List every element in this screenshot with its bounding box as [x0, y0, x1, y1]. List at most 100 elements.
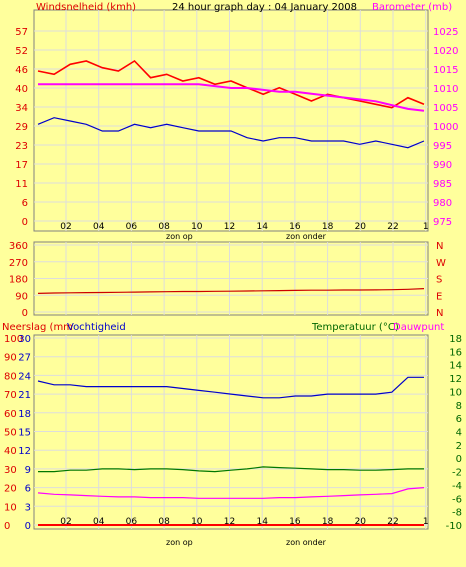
- direction-ytick: 180: [9, 275, 28, 286]
- wind-ytick: 57: [15, 27, 28, 38]
- humidity-xtick: 22: [387, 517, 398, 527]
- temperature-ytick: 4: [456, 428, 462, 439]
- direction-ytick: 270: [9, 258, 28, 269]
- humidity-ytick: 9: [25, 465, 31, 476]
- wind-direction-line: [37, 288, 425, 294]
- temperature-ytick: -10: [446, 521, 462, 532]
- barometer-ytick: 1020: [433, 46, 458, 57]
- wind-axis-title: Windsnelheid (kmh): [36, 2, 136, 13]
- wind-xtick: 10: [191, 222, 203, 232]
- wind-xtick: 14: [256, 222, 268, 232]
- direction-ytick: 0: [22, 308, 28, 319]
- wind-xtick: 16: [289, 222, 301, 232]
- humidity-ytick: 6: [25, 484, 31, 495]
- rain-ytick: 100: [4, 334, 23, 345]
- rain-ytick: 40: [4, 446, 17, 457]
- sunrise-label-1: zon op: [166, 232, 193, 241]
- barometer-ytick: 990: [433, 160, 452, 171]
- wind-average-line: [37, 117, 425, 149]
- rain-ytick: 20: [4, 484, 17, 495]
- wind-ytick: 52: [15, 46, 28, 57]
- wind-ytick: 11: [15, 179, 28, 190]
- barometer-ytick: 1025: [433, 27, 458, 38]
- humidity-xtick: 14: [256, 517, 268, 527]
- temperature-ytick: 18: [449, 334, 462, 345]
- compass-letter: N: [436, 241, 443, 252]
- temperature-ytick: 14: [449, 361, 462, 372]
- humidity-axis-title: Vochtigheid: [67, 322, 126, 333]
- humidity-ytick: 27: [18, 353, 31, 364]
- barometer-ytick: 980: [433, 198, 452, 209]
- wind-xtick: 04: [93, 222, 105, 232]
- barometer-ytick: 1010: [433, 84, 458, 95]
- humidity-xtick: 20: [355, 517, 367, 527]
- humidity-ytick: 18: [18, 409, 31, 420]
- direction-ytick: 360: [9, 241, 28, 252]
- wind-ytick: 40: [15, 84, 28, 95]
- temperature-line: [38, 466, 424, 473]
- humidity-xtick: 10: [191, 517, 203, 527]
- humidity-ytick: 0: [25, 521, 31, 532]
- rain-ytick: 30: [4, 465, 17, 476]
- humidity-xtick: 12: [224, 517, 235, 527]
- temperature-axis-title: Temperatuur (°C): [311, 322, 399, 333]
- humidity-xtick: 1: [423, 517, 429, 527]
- barometer-ytick: 1015: [433, 65, 458, 76]
- wind-xtick: 06: [126, 222, 138, 232]
- humidity-xtick: 08: [158, 517, 170, 527]
- temperature-ytick: -4: [452, 481, 462, 492]
- rain-ytick: 70: [4, 390, 17, 401]
- dewpoint-line: [37, 487, 425, 499]
- wind-xtick: 02: [60, 222, 71, 232]
- wind-xtick: 20: [355, 222, 367, 232]
- temperature-ytick: 10: [449, 387, 462, 398]
- barometer-line: [38, 83, 425, 112]
- wind-xtick: 12: [224, 222, 235, 232]
- temperature-ytick: 0: [456, 454, 462, 465]
- graph-title: 24 hour graph day : 04 January 2008: [172, 2, 357, 13]
- compass-letter: N: [436, 308, 443, 319]
- sunset-label-3: zon onder: [286, 538, 327, 547]
- humidity-xtick: 02: [60, 517, 71, 527]
- dewpoint-axis-title: Dauwpunt: [393, 322, 444, 333]
- humidity-ytick: 15: [18, 428, 31, 439]
- wind-ytick: 29: [15, 122, 28, 133]
- wind-ytick: 23: [15, 141, 28, 152]
- sunset-label-1: zon onder: [286, 232, 327, 241]
- wind-ytick: 46: [15, 65, 28, 76]
- wind-ytick: 0: [22, 217, 28, 228]
- wind-ytick: 6: [22, 198, 28, 209]
- humidity-xtick: 18: [322, 517, 334, 527]
- wind-speed-line: [37, 59, 425, 109]
- temperature-ytick: 6: [456, 414, 462, 425]
- wind-xtick: 18: [322, 222, 334, 232]
- humidity-ytick: 3: [25, 502, 31, 513]
- barometer-ytick: 995: [433, 141, 452, 152]
- rain-ytick: 90: [4, 353, 17, 364]
- humidity-ytick: 30: [18, 334, 31, 345]
- compass-letter: E: [436, 291, 442, 302]
- humidity-xtick: 16: [289, 517, 301, 527]
- wind-panel-frame: [33, 9, 429, 232]
- wind-xtick: 08: [158, 222, 170, 232]
- rain-ytick: 60: [4, 409, 17, 420]
- barometer-ytick: 985: [433, 179, 452, 190]
- temperature-ytick: -6: [452, 494, 462, 505]
- humidity-xtick: 04: [93, 517, 105, 527]
- temperature-ytick: 12: [449, 374, 462, 385]
- temperature-ytick: -2: [452, 468, 462, 479]
- humidity-ytick: 24: [18, 371, 31, 382]
- compass-letter: S: [436, 275, 442, 286]
- direction-ytick: 90: [15, 291, 28, 302]
- humidity-xtick: 06: [126, 517, 138, 527]
- rain-ytick: 10: [4, 502, 17, 513]
- humidity-line: [37, 376, 424, 399]
- temperature-ytick: -8: [452, 508, 462, 519]
- rain-ytick: 80: [4, 371, 17, 382]
- wind-ytick: 34: [15, 103, 28, 114]
- wind-xtick: 22: [387, 222, 398, 232]
- barometer-ytick: 1005: [433, 103, 458, 114]
- humidity-ytick: 12: [18, 446, 31, 457]
